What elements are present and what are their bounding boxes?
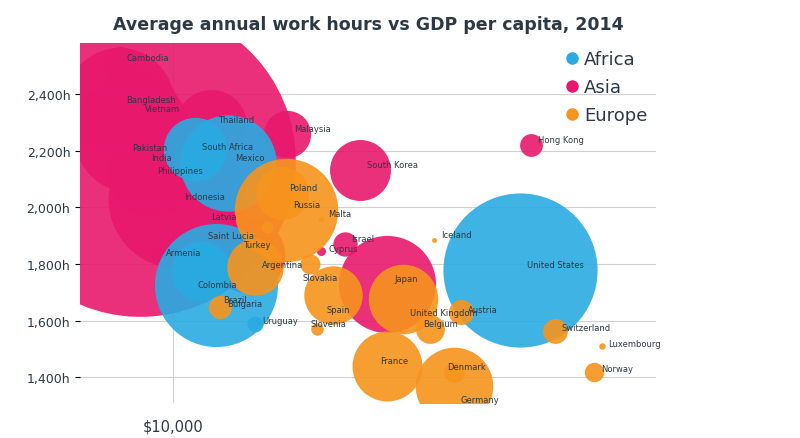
- Text: Turkey: Turkey: [243, 240, 270, 249]
- Point: [241, 252, 254, 259]
- Text: Indonesia: Indonesia: [184, 192, 225, 201]
- Point: [338, 241, 351, 248]
- Point: [455, 309, 468, 316]
- Text: Bangladesh: Bangladesh: [126, 96, 175, 105]
- Point: [113, 100, 126, 107]
- Point: [447, 368, 460, 375]
- Text: Iceland: Iceland: [441, 230, 472, 239]
- Text: Colombia: Colombia: [198, 281, 238, 290]
- Text: South Korea: South Korea: [367, 161, 418, 170]
- Text: India: India: [151, 154, 172, 163]
- Point: [126, 131, 138, 138]
- Point: [134, 158, 146, 165]
- Point: [204, 122, 217, 129]
- Text: Thailand: Thailand: [218, 116, 254, 125]
- Text: Armenia: Armenia: [166, 249, 202, 258]
- Text: Denmark: Denmark: [446, 362, 486, 371]
- Legend: Africa, Asia, Europe: Africa, Asia, Europe: [564, 46, 653, 130]
- Point: [276, 190, 289, 197]
- Title: Average annual work hours vs GDP per capita, 2014: Average annual work hours vs GDP per cap…: [113, 16, 623, 34]
- Point: [194, 240, 207, 247]
- Point: [354, 168, 366, 175]
- Point: [525, 142, 538, 149]
- Point: [428, 237, 441, 244]
- Text: South Africa: South Africa: [202, 143, 254, 152]
- Point: [261, 224, 274, 231]
- Point: [381, 281, 394, 288]
- Point: [595, 343, 608, 350]
- Text: Germany: Germany: [461, 396, 499, 404]
- Point: [381, 363, 394, 370]
- Point: [171, 196, 184, 203]
- Text: Japan: Japan: [394, 274, 418, 283]
- Point: [447, 382, 460, 389]
- Point: [189, 146, 202, 153]
- Point: [249, 320, 262, 327]
- Text: Pakistan: Pakistan: [132, 144, 167, 153]
- Text: Saint Lucia: Saint Lucia: [207, 232, 254, 241]
- Text: Slovakia: Slovakia: [302, 274, 338, 283]
- Text: Mexico: Mexico: [235, 154, 264, 163]
- Point: [194, 268, 207, 275]
- Point: [587, 368, 600, 375]
- Point: [303, 261, 316, 268]
- Text: United Kingdom: United Kingdom: [410, 308, 478, 318]
- Point: [315, 215, 328, 223]
- Text: Argentina: Argentina: [262, 260, 303, 269]
- Point: [214, 303, 226, 310]
- Point: [514, 267, 526, 274]
- Point: [131, 108, 144, 115]
- Text: Philippines: Philippines: [157, 166, 202, 176]
- Point: [210, 282, 222, 289]
- Point: [397, 296, 410, 303]
- Point: [222, 160, 234, 167]
- Text: Malta: Malta: [328, 209, 351, 218]
- Point: [144, 170, 157, 177]
- Point: [153, 252, 166, 259]
- Text: Cambodia: Cambodia: [126, 53, 169, 63]
- Text: Vietnam: Vietnam: [145, 104, 180, 113]
- Text: Austria: Austria: [468, 305, 498, 314]
- Point: [311, 326, 324, 333]
- Text: United States: United States: [526, 260, 584, 269]
- Text: Malaysia: Malaysia: [294, 124, 330, 133]
- Text: Spain: Spain: [326, 305, 350, 314]
- Text: Israel: Israel: [351, 235, 374, 244]
- Text: Russia: Russia: [294, 201, 320, 210]
- Text: Norway: Norway: [601, 364, 633, 374]
- Point: [249, 264, 262, 271]
- Text: Bulgaria: Bulgaria: [227, 300, 262, 308]
- Text: $10,000: $10,000: [143, 419, 204, 434]
- Text: Poland: Poland: [290, 184, 318, 193]
- Point: [280, 207, 293, 214]
- Text: Cyprus: Cyprus: [328, 244, 358, 253]
- Point: [315, 248, 328, 255]
- Text: Slovenia: Slovenia: [310, 319, 346, 328]
- Text: Latvia: Latvia: [211, 212, 237, 221]
- Point: [281, 131, 294, 138]
- Point: [326, 292, 339, 299]
- Point: [114, 60, 126, 67]
- Text: Hong Kong: Hong Kong: [538, 136, 584, 145]
- Point: [549, 327, 562, 334]
- Text: Belgium: Belgium: [423, 319, 458, 328]
- Text: France: France: [381, 356, 409, 365]
- Text: Luxembourg: Luxembourg: [609, 339, 661, 348]
- Text: Brazil: Brazil: [223, 295, 246, 304]
- Text: Switzerland: Switzerland: [562, 324, 611, 332]
- Point: [424, 326, 437, 333]
- Text: Uruguay: Uruguay: [262, 317, 298, 325]
